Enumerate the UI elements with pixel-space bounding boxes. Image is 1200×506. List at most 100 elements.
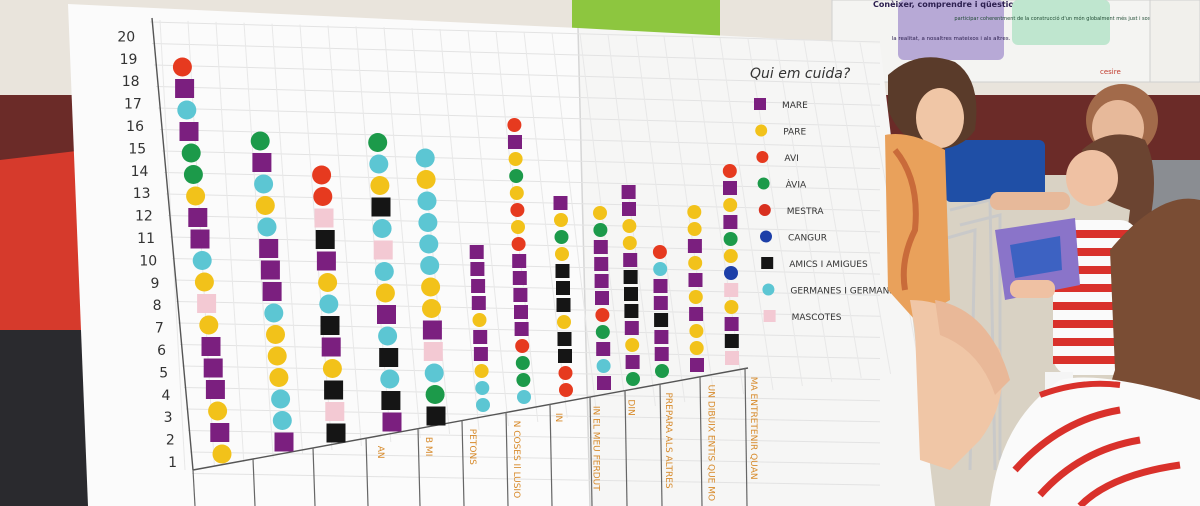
sticker <box>515 356 530 370</box>
sticker <box>596 342 611 356</box>
sticker <box>476 398 490 412</box>
sticker <box>687 205 702 219</box>
legend-swatch <box>761 257 774 269</box>
sticker-column <box>312 165 346 443</box>
column-separator <box>365 437 369 506</box>
sticker <box>597 376 611 390</box>
sticker <box>255 196 275 215</box>
sticker <box>625 338 640 352</box>
sticker <box>368 133 388 152</box>
column-label: IN <box>553 413 563 422</box>
sticker <box>689 307 704 321</box>
y-tick-label: 11 <box>137 231 155 247</box>
wall-sign-subtext: la realitat, a nosaltres mateixos i als … <box>892 36 1011 42</box>
x-axis <box>192 367 749 471</box>
column-labels: AN B MI PETONS N COSES Il LUSIO IN IN EL MEU … <box>375 377 758 501</box>
sticker <box>723 215 738 229</box>
column-label: AN <box>375 446 385 459</box>
sticker-column <box>469 245 490 412</box>
sticker <box>179 122 199 141</box>
column-separator <box>505 412 509 506</box>
sticker-column <box>250 131 294 452</box>
sticker <box>556 298 571 312</box>
column-label: IN EL MEU FERDUT <box>591 406 601 491</box>
legend-label: CANGUR <box>788 234 827 244</box>
sticker <box>257 217 277 237</box>
legend-label: GERMANES I GERMANS <box>790 287 895 297</box>
column-label: PREPARA ALS ALTRES <box>663 392 673 488</box>
sticker <box>725 351 739 365</box>
legend-title: Qui em cuida? <box>750 66 851 82</box>
legend-swatch <box>763 310 776 322</box>
y-tick-label: 19 <box>120 52 138 68</box>
sticker <box>379 348 399 367</box>
sticker <box>687 239 702 253</box>
sticker <box>382 412 402 432</box>
sticker <box>654 313 669 327</box>
sticker <box>510 203 525 217</box>
legend-label: ÀVIA <box>786 179 807 191</box>
sticker <box>264 303 284 323</box>
sticker <box>724 283 739 297</box>
sticker <box>471 296 486 310</box>
sticker <box>322 359 342 378</box>
sticker <box>554 213 568 227</box>
sticker <box>471 279 486 293</box>
sticker <box>516 373 531 387</box>
sticker <box>186 186 206 206</box>
sticker <box>369 154 389 174</box>
sticker <box>321 337 341 357</box>
y-tick-label: 12 <box>135 209 153 225</box>
column-separator <box>589 396 593 506</box>
sticker <box>212 444 232 464</box>
sticker <box>655 364 669 378</box>
sticker <box>312 165 332 185</box>
y-tick-label: 1 <box>168 455 177 471</box>
column-separator <box>744 367 748 506</box>
sticker <box>624 321 639 335</box>
sticker <box>472 313 487 327</box>
column-separator <box>659 383 663 506</box>
sticker <box>424 363 444 383</box>
sticker <box>260 260 280 280</box>
sticker <box>319 294 339 314</box>
y-tick-label: 2 <box>166 433 175 449</box>
y-tick-label: 10 <box>139 253 157 269</box>
y-axis <box>151 17 194 471</box>
sticker <box>624 304 639 318</box>
sticker <box>652 245 667 259</box>
sticker <box>470 262 485 276</box>
sticker <box>420 256 440 275</box>
sticker <box>623 253 638 267</box>
sticker <box>511 237 526 251</box>
sticker <box>507 118 522 132</box>
sticker <box>553 196 568 210</box>
y-tick-label: 15 <box>128 141 146 157</box>
sticker <box>267 346 287 366</box>
sticker <box>474 364 489 378</box>
sticker <box>557 332 572 346</box>
y-tick-label: 13 <box>133 186 151 202</box>
sticker <box>315 230 335 249</box>
sticker <box>687 222 702 236</box>
sticker <box>381 391 401 410</box>
sticker <box>259 239 279 258</box>
sticker <box>723 198 738 212</box>
sticker <box>203 358 223 378</box>
sticker <box>250 131 270 151</box>
sticker <box>324 380 344 400</box>
legend-label: MESTRA <box>787 207 825 217</box>
sticker <box>622 236 637 250</box>
column-separators <box>192 367 748 506</box>
sticker <box>653 279 668 293</box>
sticker <box>654 347 669 361</box>
legend-label: MARE <box>782 101 808 111</box>
sticker <box>556 281 570 295</box>
sticker <box>205 380 225 399</box>
column-separator <box>699 376 703 506</box>
sticker <box>688 290 703 304</box>
y-tick-label: 18 <box>122 74 140 90</box>
sticker <box>422 299 441 318</box>
sticker <box>181 143 201 163</box>
sticker-columns <box>172 57 739 464</box>
